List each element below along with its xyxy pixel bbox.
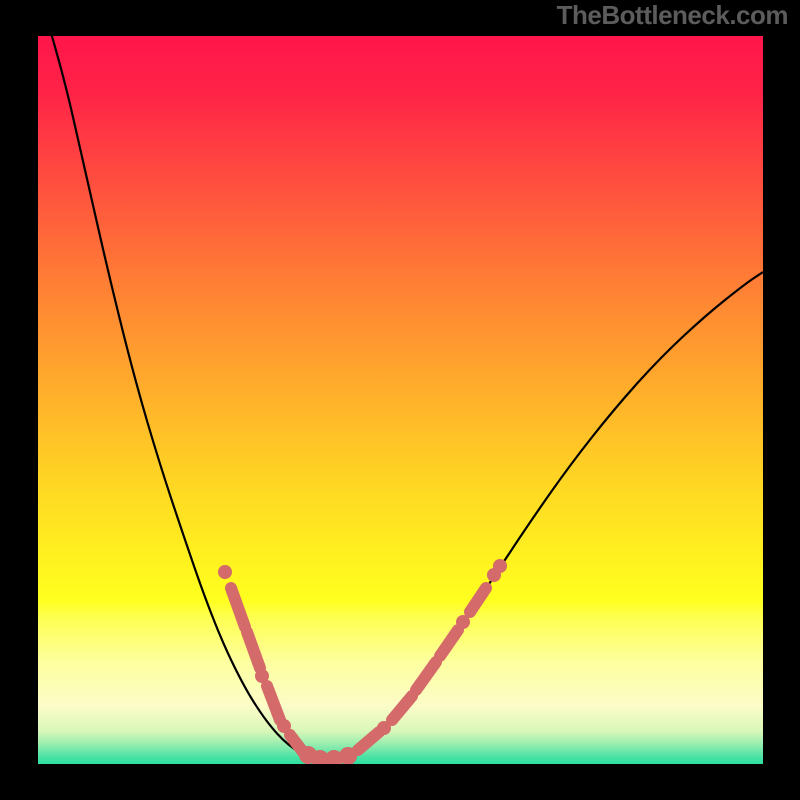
chart-svg — [38, 36, 763, 764]
plot-area — [38, 36, 763, 764]
attribution-label: TheBottleneck.com — [557, 0, 788, 31]
gradient-background — [38, 36, 763, 764]
marker-dot — [218, 565, 232, 579]
chart-frame: TheBottleneck.com — [0, 0, 800, 800]
marker-dot — [493, 559, 507, 573]
